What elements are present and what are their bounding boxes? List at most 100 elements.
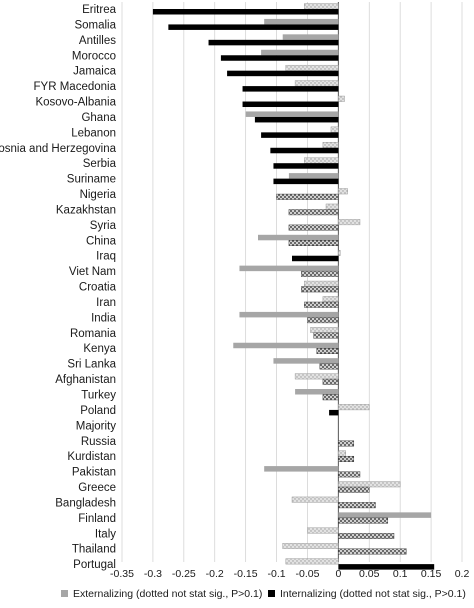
bar-externalizing xyxy=(338,95,345,102)
bar-externalizing xyxy=(285,558,339,565)
bars xyxy=(152,3,435,570)
bar-internalizing xyxy=(273,163,339,169)
category-label: Viet Nam xyxy=(69,266,116,278)
bar-externalizing xyxy=(294,373,339,380)
bar-externalizing xyxy=(264,18,339,25)
bar-externalizing xyxy=(304,280,339,287)
category-label: Suriname xyxy=(67,174,116,186)
category-label: Kurdistan xyxy=(67,451,116,463)
x-tick-label: -0.2 xyxy=(206,568,224,580)
category-label: Ghana xyxy=(81,112,116,124)
category-label: Antilles xyxy=(79,35,116,47)
bar-externalizing xyxy=(233,342,339,349)
category-label: Croatia xyxy=(79,282,117,294)
category-label: Iraq xyxy=(96,251,116,263)
bar-internalizing xyxy=(227,70,339,77)
bar-internalizing xyxy=(292,255,339,262)
category-label: Eritrea xyxy=(82,4,116,16)
category-label: China xyxy=(86,235,117,247)
bar-internalizing xyxy=(270,147,339,154)
bar-internalizing xyxy=(322,378,339,385)
x-tick-label: 0.05 xyxy=(359,568,380,580)
bar-internalizing xyxy=(338,486,370,493)
bar-internalizing xyxy=(316,348,339,354)
bar-externalizing xyxy=(273,358,339,364)
bar-internalizing xyxy=(338,517,389,524)
bar-internalizing xyxy=(242,101,339,108)
bar-externalizing xyxy=(288,173,339,179)
category-label: Italy xyxy=(95,528,116,540)
bar-internalizing xyxy=(220,55,339,61)
bar-externalizing xyxy=(304,3,339,10)
category-label: Iran xyxy=(96,297,116,309)
bar-internalizing xyxy=(304,301,339,308)
category-label: Turkey xyxy=(81,390,116,402)
bar-externalizing xyxy=(258,234,339,241)
bar-externalizing xyxy=(291,496,339,503)
category-label: Lebanon xyxy=(71,127,116,139)
x-tick-label: -0.15 xyxy=(234,568,258,580)
legend-swatch-externalizing xyxy=(61,590,68,597)
category-label: Morocco xyxy=(72,50,116,62)
bar-internalizing xyxy=(168,24,339,30)
category-label: Thailand xyxy=(72,544,116,556)
category-label: Kazakhstan xyxy=(56,204,116,216)
x-tick-label: -0.05 xyxy=(295,568,319,580)
bar-internalizing xyxy=(307,317,339,324)
legend-swatch-internalizing xyxy=(268,590,275,597)
legend-label-externalizing: Externalizing (dotted not stat sig., P>0… xyxy=(73,588,262,600)
bar-internalizing xyxy=(288,209,339,216)
bar-externalizing xyxy=(338,450,346,457)
category-label: Greece xyxy=(78,482,116,494)
bar-internalizing xyxy=(276,193,339,200)
bar-externalizing xyxy=(338,250,341,256)
bar-internalizing xyxy=(338,471,361,478)
category-label: Somalia xyxy=(74,19,116,31)
x-tick-label: 0.1 xyxy=(393,568,408,580)
x-tick-label: 0 xyxy=(335,568,341,580)
bar-externalizing xyxy=(310,327,339,334)
bar-externalizing xyxy=(264,466,339,472)
bar-externalizing xyxy=(304,157,339,164)
bar-externalizing xyxy=(282,543,339,549)
bar-internalizing xyxy=(313,332,339,339)
category-label: India xyxy=(91,312,117,324)
category-label: Nigeria xyxy=(80,189,117,201)
category-label: Majority xyxy=(76,420,117,432)
bar-internalizing xyxy=(338,533,395,539)
x-tick-label: -0.1 xyxy=(267,568,285,580)
bar-internalizing xyxy=(273,178,339,185)
category-label: Pakistan xyxy=(72,467,116,479)
bar-internalizing xyxy=(338,548,407,555)
bar-externalizing xyxy=(245,111,339,117)
category-labels: Eritrea Somalia Antilles Morocco Jamaica FYR … xyxy=(0,4,117,571)
bar-internalizing xyxy=(288,240,339,247)
bar-externalizing xyxy=(330,126,339,133)
category-label: Bangladesh xyxy=(55,497,116,509)
legend-label-internalizing: Internalizing (dotted not stat sig., P>0… xyxy=(280,588,466,600)
category-label: Finland xyxy=(78,513,116,525)
bar-internalizing xyxy=(329,409,339,416)
bar-externalizing xyxy=(285,64,339,71)
bar-internalizing xyxy=(242,86,339,92)
bar-internalizing xyxy=(338,564,435,570)
legend: Externalizing (dotted not stat sig., P>0… xyxy=(61,588,466,600)
bar-externalizing xyxy=(322,142,339,148)
x-tick-label: -0.3 xyxy=(144,568,162,580)
bar-externalizing xyxy=(239,311,339,318)
bar-internalizing xyxy=(338,440,355,447)
bar-internalizing xyxy=(301,270,339,277)
category-label: Syria xyxy=(90,220,117,232)
bar-internalizing xyxy=(254,116,339,123)
category-label: Kenya xyxy=(83,343,116,355)
bar-externalizing xyxy=(282,34,339,40)
x-tick-label: 0.15 xyxy=(421,568,442,580)
category-label: Russia xyxy=(81,436,117,448)
bar-externalizing xyxy=(338,219,361,226)
category-label: Serbia xyxy=(83,158,117,170)
x-tick-label: -0.25 xyxy=(172,568,196,580)
x-tick-label: 0.2 xyxy=(455,568,470,580)
category-label: Sri Lanka xyxy=(67,359,116,371)
gridlines xyxy=(121,2,463,562)
